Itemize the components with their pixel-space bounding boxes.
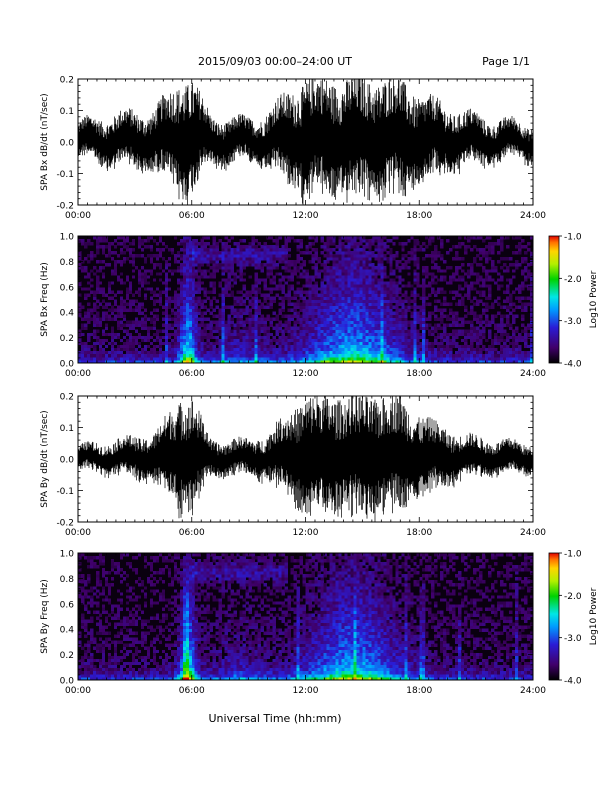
colorbar-tick-label: -2.0 — [564, 275, 582, 285]
x-tick-label: 00:00 — [65, 211, 91, 221]
x-tick-label: 06:00 — [179, 211, 205, 221]
y-tick-label: 0.0 — [60, 677, 75, 687]
panel-2: -1.0 -2.0 -3.0 -4.0 Log10 Power 00:00 06:00 12:… — [40, 233, 599, 380]
y-tick-label: 0.0 — [60, 456, 75, 466]
y-tick-label: 0.8 — [60, 575, 75, 585]
x-tick-label: 06:00 — [179, 369, 205, 379]
colorbar: -1.0 -2.0 -3.0 -4.0 Log10 Power — [548, 550, 599, 687]
y-tick-label: 0.4 — [60, 626, 75, 636]
y-tick-label: 0.0 — [60, 360, 75, 370]
y-tick-label: 0.1 — [60, 424, 74, 434]
x-tick-label: 06:00 — [179, 686, 205, 696]
x-tick-label: 00:00 — [65, 686, 91, 696]
series-trace — [78, 396, 533, 522]
colorbar-label: Log10 Power — [589, 587, 599, 645]
colorbar-tick-label: -4.0 — [564, 677, 582, 687]
x-tick-label: 18:00 — [406, 211, 432, 221]
colorbar-tick-label: -4.0 — [564, 360, 582, 370]
colorbar-gradient — [548, 235, 560, 364]
colorbar-label: Log10 Power — [589, 270, 599, 328]
y-tick-label: 0.2 — [60, 393, 74, 403]
x-tick-label: 12:00 — [293, 528, 319, 538]
x-tick-label: 18:00 — [406, 686, 432, 696]
x-tick-label: 00:00 — [65, 528, 91, 538]
colorbar-tick-label: -2.0 — [564, 592, 582, 602]
spectrogram-cells — [78, 236, 534, 364]
y-tick-label: 0.6 — [60, 600, 75, 610]
y-axis-title: SPA By Freq (Hz) — [40, 579, 50, 654]
x-tick-label: 12:00 — [293, 686, 319, 696]
panels: 00:00 06:00 12:00 18:00 24:00 0.2 0.1 0.0 -0.1 -0… — [40, 76, 599, 697]
y-tick-label: -0.1 — [56, 487, 74, 497]
colorbar-tick-label: -3.0 — [564, 317, 582, 327]
y-tick-label: 1.0 — [60, 550, 75, 560]
page-number: Page 1/1 — [482, 55, 530, 68]
y-tick-label: -0.1 — [56, 170, 74, 180]
colorbar: -1.0 -2.0 -3.0 -4.0 Log10 Power — [548, 233, 599, 370]
panel-1: 00:00 06:00 12:00 18:00 24:00 0.2 0.1 0.0 -0.1 -0… — [40, 76, 546, 222]
x-tick-label: 18:00 — [406, 528, 432, 538]
panel-4: -1.0 -2.0 -3.0 -4.0 Log10 Power 00:00 06:00 12:… — [40, 550, 599, 697]
y-axis-title: SPA By dB/dt (nT/sec) — [40, 410, 50, 507]
y-tick-label: -0.2 — [56, 519, 74, 529]
x-tick-label: 12:00 — [293, 211, 319, 221]
spectrogram-cells — [78, 553, 534, 681]
colorbar-tick-label: -1.0 — [564, 550, 582, 560]
y-axis-title: SPA Bx Freq (Hz) — [40, 262, 50, 337]
x-tick-label: 24:00 — [520, 686, 546, 696]
y-tick-label: -0.2 — [56, 202, 74, 212]
y-tick-label: 0.8 — [60, 258, 75, 268]
y-tick-label: 1.0 — [60, 233, 75, 243]
x-tick-label: 24:00 — [520, 211, 546, 221]
y-tick-label: 0.4 — [60, 309, 75, 319]
x-tick-label: 12:00 — [293, 369, 319, 379]
x-tick-label: 00:00 — [65, 369, 91, 379]
colorbar-tick-label: -1.0 — [564, 233, 582, 243]
colorbar-tick-label: -3.0 — [564, 634, 582, 644]
series-trace — [78, 79, 533, 205]
y-tick-label: 0.6 — [60, 283, 75, 293]
colorbar-gradient — [548, 552, 560, 681]
y-tick-label: 0.2 — [60, 76, 74, 86]
page-title: 2015/09/03 00:00–24:00 UT — [198, 55, 352, 68]
y-axis-title: SPA Bx dB/dt (nT/sec) — [40, 93, 50, 190]
x-tick-label: 18:00 — [406, 369, 432, 379]
x-axis-title: Universal Time (hh:mm) — [209, 712, 342, 725]
y-tick-label: 0.2 — [60, 651, 74, 661]
x-tick-label: 24:00 — [520, 369, 546, 379]
y-tick-label: 0.1 — [60, 107, 74, 117]
panel-3: 00:00 06:00 12:00 18:00 24:00 0.2 0.1 0.0 -0.1 -0… — [40, 393, 546, 539]
x-tick-label: 06:00 — [179, 528, 205, 538]
y-tick-label: 0.2 — [60, 334, 74, 344]
y-tick-label: 0.0 — [60, 139, 75, 149]
x-tick-label: 24:00 — [520, 528, 546, 538]
